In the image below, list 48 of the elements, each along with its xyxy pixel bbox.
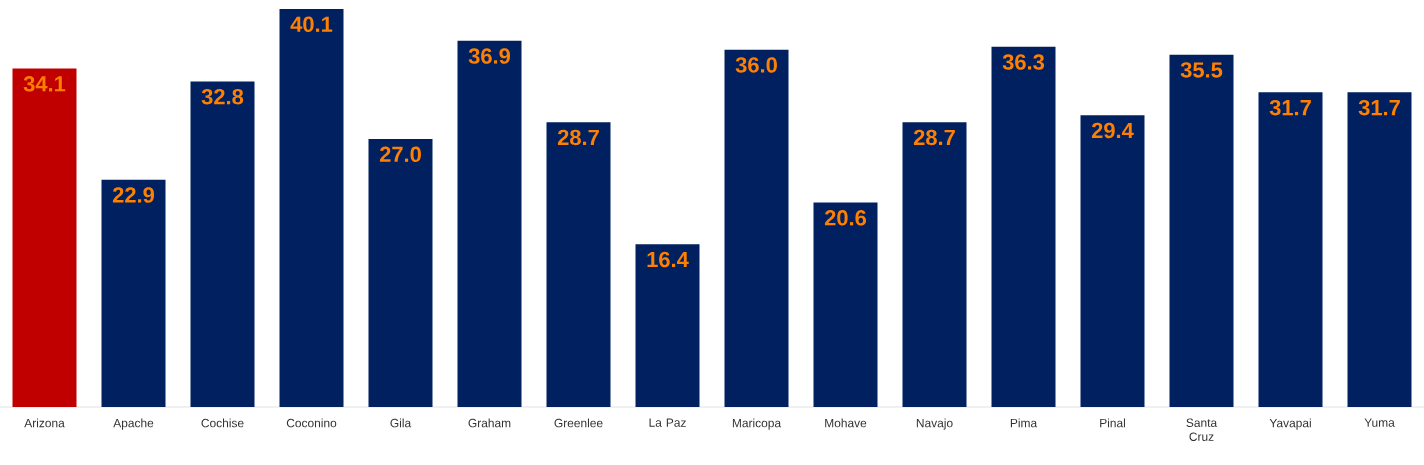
bar xyxy=(1169,54,1234,407)
bar xyxy=(813,202,878,407)
data-label: 31.7 xyxy=(1269,99,1311,116)
bar xyxy=(724,49,789,407)
x-tick-label: Pima xyxy=(1010,418,1038,428)
data-label: 40.1 xyxy=(290,16,333,33)
bar xyxy=(101,179,166,407)
data-label: 32.8 xyxy=(201,88,244,105)
bar xyxy=(190,81,255,407)
x-tick-label: Yuma xyxy=(1364,418,1395,427)
data-label: 20.6 xyxy=(824,210,867,226)
bar xyxy=(1080,115,1145,407)
x-tick-label: Santa Cruz xyxy=(1186,418,1218,441)
x-tick-label: Arizona xyxy=(24,418,65,428)
bar xyxy=(368,139,433,407)
data-label: 35.5 xyxy=(1180,62,1223,78)
data-label: 29.4 xyxy=(1091,122,1134,139)
bar xyxy=(1258,92,1323,407)
data-label: 16.4 xyxy=(647,251,689,268)
bar xyxy=(457,40,522,407)
x-tick-label: Mohave xyxy=(825,418,867,428)
data-label: 36.0 xyxy=(735,57,777,73)
data-label: 36.9 xyxy=(468,48,511,64)
bar xyxy=(279,8,344,407)
data-label: 27.0 xyxy=(379,146,421,163)
x-tick-label: Navajo xyxy=(916,418,953,430)
x-tick-label: Cochise xyxy=(201,418,244,428)
data-label: 28.7 xyxy=(557,129,599,146)
x-tick-label: Maricopa xyxy=(732,418,782,430)
bar xyxy=(635,244,700,407)
bar xyxy=(546,122,611,407)
x-tick-label: Pinal xyxy=(1100,418,1125,428)
data-label: 36.3 xyxy=(1002,54,1045,70)
x-tick-label: Gila xyxy=(390,418,412,428)
x-tick-label: Coconino xyxy=(286,418,337,428)
bar xyxy=(12,68,77,407)
x-tick-label: Apache xyxy=(113,418,154,430)
x-tick-label: La Paz xyxy=(649,418,686,427)
x-tick-label: Graham xyxy=(468,418,511,428)
bar xyxy=(991,46,1056,407)
data-label: 34.1 xyxy=(23,76,66,92)
data-label: 22.9 xyxy=(112,187,155,203)
data-label: 28.7 xyxy=(913,129,955,146)
x-tick-label: Greenlee xyxy=(554,418,603,428)
bar xyxy=(902,122,967,407)
x-tick-label: Yavapai xyxy=(1269,418,1311,430)
data-label: 31.7 xyxy=(1358,99,1400,116)
bar xyxy=(1347,92,1412,407)
